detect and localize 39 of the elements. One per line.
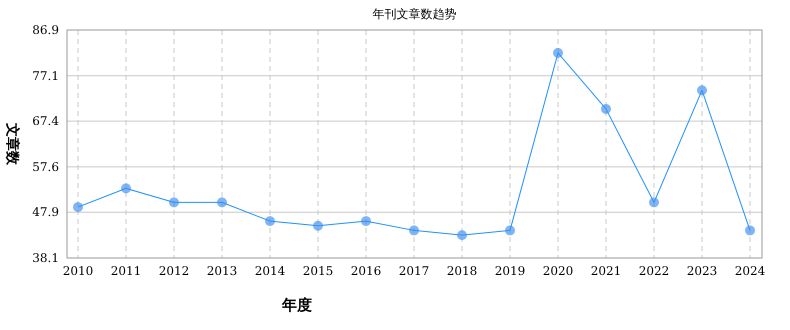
point <box>169 197 179 208</box>
x-tick-label: 2024 <box>734 264 766 278</box>
y-tick-label: 67.4 <box>32 114 60 128</box>
x-tick-label: 2019 <box>494 264 526 278</box>
point <box>217 197 227 208</box>
y-tick-label: 38.1 <box>32 251 59 265</box>
y-tick-label: 57.6 <box>32 160 59 174</box>
x-tick-label: 2023 <box>686 264 718 278</box>
point <box>457 230 467 240</box>
point <box>697 85 707 96</box>
x-tick-label: 2014 <box>254 264 286 278</box>
point <box>361 216 371 226</box>
point <box>265 216 275 226</box>
x-tick-label: 2012 <box>158 264 190 278</box>
y-tick-label: 47.9 <box>32 205 59 220</box>
point <box>505 225 515 236</box>
point <box>745 225 755 236</box>
y-tick-label: 86.9 <box>32 23 59 37</box>
y-axis-title: 文章数 <box>4 122 21 166</box>
point <box>313 220 323 231</box>
x-tick-label: 2022 <box>638 264 670 278</box>
point <box>409 225 419 236</box>
point <box>553 48 563 58</box>
point <box>601 104 611 114</box>
x-tick-label: 2011 <box>110 264 142 278</box>
x-tick-label: 2010 <box>62 264 94 278</box>
x-tick-label: 2021 <box>590 264 622 278</box>
point <box>73 202 83 212</box>
x-tick-label: 2016 <box>350 264 382 278</box>
x-tick-label: 2018 <box>446 264 478 278</box>
x-tick-label: 2015 <box>302 264 334 278</box>
point <box>649 197 659 208</box>
chart-title: 年刊文章数趋势 <box>372 7 456 21</box>
x-tick-label: 2013 <box>206 264 238 278</box>
x-tick-label: 2020 <box>542 264 574 278</box>
y-tick-label: 77.1 <box>32 68 59 83</box>
x-tick-label: 2017 <box>398 264 430 278</box>
x-axis-title: 年度 <box>281 296 312 314</box>
point <box>121 183 131 194</box>
